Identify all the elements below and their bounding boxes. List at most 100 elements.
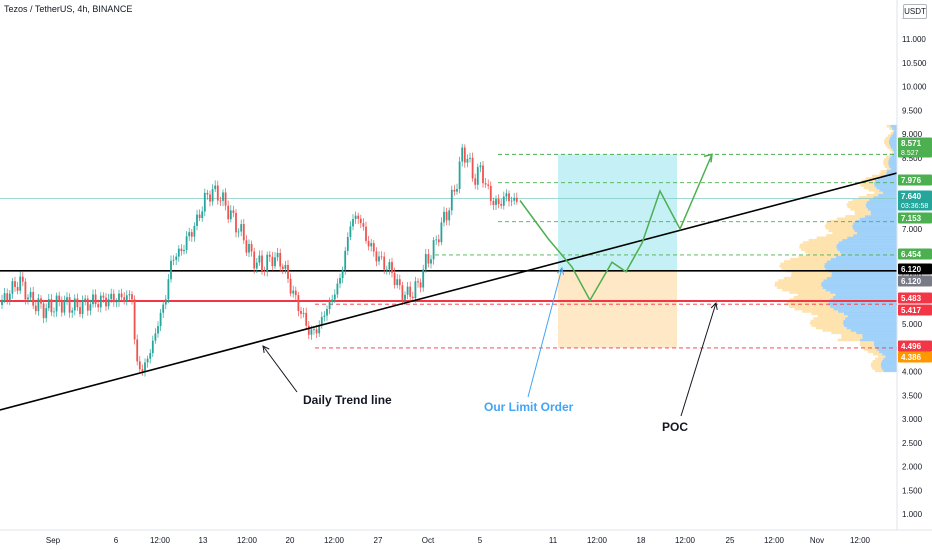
currency-unit-badge[interactable]: USDT: [903, 4, 927, 19]
volume-bar-up: [885, 143, 890, 147]
volume-bar-down: [836, 246, 897, 249]
candle-body: [432, 240, 435, 260]
volume-bar-down: [841, 253, 897, 256]
candle-body: [357, 215, 360, 219]
volume-bar-up: [890, 132, 894, 135]
volume-bar-up: [878, 355, 886, 358]
volume-bar-up: [810, 319, 844, 323]
candle-body: [164, 299, 167, 305]
candle-body: [263, 271, 266, 272]
candle-body: [378, 256, 380, 262]
candle-body: [362, 223, 365, 227]
x-tick-label: 20: [286, 536, 295, 545]
candle-body: [146, 358, 149, 363]
candle-body: [151, 340, 154, 354]
candle-body: [224, 192, 227, 206]
volume-bar-down: [874, 345, 897, 349]
candle-body: [32, 291, 35, 306]
y-tick-label: 9.000: [902, 130, 923, 139]
volume-bar-up: [832, 231, 857, 235]
price-label-box: [898, 340, 932, 352]
volume-bar-up: [789, 298, 831, 301]
candle-body: [55, 295, 58, 312]
candle-body: [341, 269, 344, 279]
candle-body: [102, 295, 105, 298]
candle-body: [388, 262, 391, 270]
volume-bar-up: [889, 127, 893, 130]
volume-bar-up: [826, 222, 854, 225]
candle-body: [326, 308, 328, 316]
candle-body: [375, 251, 378, 262]
volume-bar-up: [854, 212, 871, 216]
volume-bar-down: [856, 331, 897, 335]
volume-bar-down: [843, 319, 897, 323]
volume-bar-down: [846, 326, 897, 330]
price-label-text: 7.153: [901, 214, 922, 223]
candle-body: [445, 211, 448, 221]
volume-bar-down: [873, 181, 897, 185]
candle-body: [419, 282, 422, 288]
volume-bar-up: [886, 155, 891, 159]
x-tick-label: 12:00: [587, 536, 608, 545]
y-tick-label: 2.500: [902, 439, 923, 448]
candle-body: [458, 161, 461, 190]
candle-body: [424, 254, 427, 270]
volume-bar-up: [774, 281, 822, 285]
candle-body: [292, 290, 295, 294]
y-tick-label: 11.000: [902, 35, 926, 44]
volume-bar-down: [823, 279, 897, 282]
candle-body: [240, 224, 243, 232]
y-tick-label: 1.500: [902, 486, 923, 495]
volume-bar-up: [861, 345, 875, 349]
volume-bar-down: [860, 338, 897, 342]
volume-bar-down: [859, 217, 897, 221]
y-tick-label: 10.000: [902, 83, 927, 92]
volume-bar-down: [838, 241, 897, 244]
candle-body: [417, 281, 419, 283]
volume-bar-down: [877, 177, 897, 180]
candle-body: [466, 158, 469, 163]
candle-body: [279, 252, 282, 267]
y-tick-label: 9.500: [902, 106, 923, 115]
annotation-trend-line: Daily Trend line: [303, 393, 392, 407]
candle-body: [474, 178, 477, 185]
price-label-box: [898, 174, 932, 186]
volume-bar-up: [790, 257, 831, 261]
volume-bar-down: [888, 160, 897, 164]
price-label-text: 5.483: [901, 294, 922, 303]
volume-bar-down: [870, 212, 897, 216]
volume-bar-up: [872, 360, 882, 363]
volume-bar-down: [881, 360, 897, 363]
candle-body: [336, 283, 339, 295]
volume-bar-up: [870, 364, 881, 368]
candle-body: [253, 251, 256, 269]
candle-body: [34, 305, 37, 312]
candle-body: [497, 199, 500, 205]
volume-bar-up: [789, 305, 831, 308]
volume-bar-up: [791, 272, 832, 275]
candle-body: [183, 249, 185, 252]
limit-order-arrow: [527, 267, 563, 398]
candle-body: [487, 184, 490, 186]
volume-bar-up: [886, 124, 891, 128]
candle-body: [310, 329, 313, 335]
volume-bar-up: [885, 136, 890, 140]
candle-body: [8, 293, 11, 301]
x-tick-label: 25: [726, 536, 735, 545]
candle-body: [47, 299, 50, 309]
annotation-limit-order: Our Limit Order: [484, 400, 574, 414]
candle-body: [133, 299, 136, 340]
candle-body: [201, 211, 204, 219]
volume-bar-up: [830, 219, 856, 223]
volume-bar-down: [868, 208, 897, 211]
volume-bar-down: [838, 310, 897, 313]
candle-body: [404, 294, 406, 300]
volume-bar-up: [781, 267, 826, 270]
volume-bar-down: [852, 224, 897, 228]
volume-bar-up: [809, 322, 843, 325]
volume-bar-down: [890, 155, 897, 159]
volume-bar-down: [835, 293, 897, 297]
candle-body: [414, 281, 417, 299]
volume-bar-down: [862, 333, 897, 337]
